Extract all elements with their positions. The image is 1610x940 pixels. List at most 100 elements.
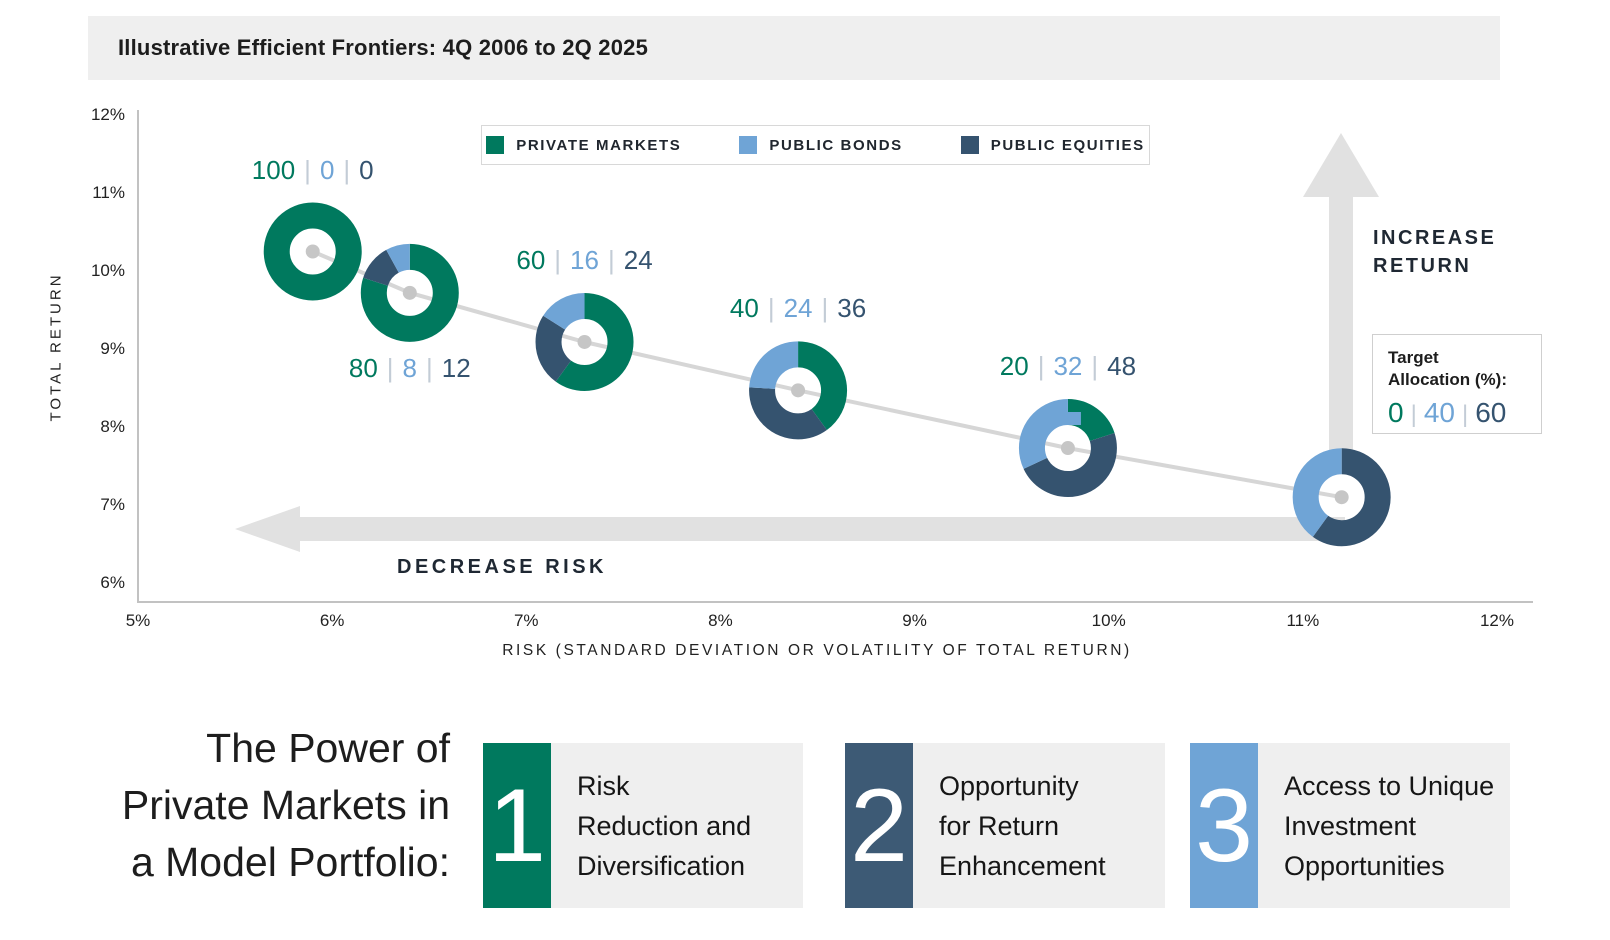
donut-segment [749, 341, 848, 440]
portfolio-donut-100-0-0 [263, 202, 362, 301]
legend-item-private-markets: PRIVATE MARKETS [486, 136, 681, 154]
benefit-card-2: 2 Opportunity for Return Enhancement [845, 743, 1165, 908]
card-text: Risk Reduction and Diversification [551, 743, 803, 908]
donut-segment [749, 341, 848, 440]
frontier-point-dot [402, 285, 417, 300]
donut-segment [535, 292, 634, 391]
frontier-point-dot [791, 383, 806, 398]
allocation-separator: | [1037, 351, 1045, 382]
donut-segment [1018, 399, 1117, 498]
portfolio-donut-80-8-12 [360, 243, 459, 342]
card-text-line: Diversification [577, 850, 746, 881]
card-text-line: Opportunities [1284, 850, 1445, 881]
target-allocation-box: Target Allocation (%): 0 | 40 | 60 [1372, 334, 1542, 434]
allocation-value: 100 [251, 154, 296, 185]
footer-heading-line: Private Markets in [121, 782, 450, 828]
portfolio-donut-40-24-36 [749, 341, 848, 440]
x-tick-label: 8% [708, 611, 733, 630]
target-allocation-label-line2: Allocation (%): [1388, 370, 1507, 389]
x-tick-label: 7% [513, 611, 539, 630]
allocation-label-40-24-36: 40 | 24 | 36 [730, 290, 866, 326]
donut-segment [535, 292, 634, 391]
y-tick-label: 12% [90, 105, 125, 124]
x-tick-label: 12% [1479, 611, 1514, 630]
allocation-value: 24 [623, 244, 653, 275]
donut-segment [263, 202, 362, 301]
x-axis-line [137, 601, 1533, 603]
target-allocation-label-line1: Target [1388, 348, 1439, 367]
chart-title: Illustrative Efficient Frontiers: 4Q 200… [118, 35, 649, 60]
frontier-point-dot [577, 334, 592, 349]
footer-heading: The Power of Private Markets in a Model … [0, 720, 450, 891]
allocation-label-20-32-48: 20 | 32 | 48 [1000, 348, 1136, 384]
y-tick-label: 7% [100, 495, 125, 514]
frontier-point-dot [1060, 441, 1075, 456]
benefit-card-3: 3 Access to Unique Investment Opportunities [1190, 743, 1510, 908]
card-text-line: Opportunity [939, 770, 1079, 801]
footer-heading-line: The Power of [206, 725, 450, 771]
portfolio-donut-60-16-24 [535, 292, 634, 391]
y-axis-line [137, 110, 139, 602]
donut-segment [1018, 399, 1117, 498]
allocation-value: 0 [359, 154, 374, 185]
allocation-label-100-0-0: 100 | 0 | 0 [252, 152, 374, 188]
target-allocation-separator: | [1461, 401, 1469, 428]
legend-swatch [739, 136, 758, 154]
y-tick-label: 9% [100, 339, 125, 358]
legend-label: PRIVATE MARKETS [516, 136, 682, 154]
allocation-value: 16 [570, 244, 599, 275]
allocation-value: 48 [1107, 351, 1137, 382]
y-tick-label: 11% [92, 183, 125, 202]
y-tick-label: 10% [90, 261, 125, 280]
card-text: Access to Unique Investment Opportunities [1258, 743, 1510, 908]
allocation-separator: | [1091, 351, 1099, 382]
allocation-value: 80 [348, 352, 378, 383]
benefit-card-1: 1 Risk Reduction and Diversification [483, 743, 803, 908]
allocation-separator: | [554, 244, 562, 275]
card-text-line: Access to Unique [1284, 770, 1495, 801]
allocation-value: 32 [1053, 351, 1083, 382]
legend-swatch [486, 136, 505, 154]
allocation-value: 20 [999, 351, 1029, 382]
allocation-value: 8 [402, 352, 418, 383]
allocation-separator: | [767, 293, 775, 324]
card-number: 2 [845, 743, 913, 908]
allocation-value: 12 [441, 352, 471, 383]
allocation-value: 40 [729, 293, 759, 324]
allocation-value: 60 [516, 244, 546, 275]
x-tick-label: 5% [125, 611, 151, 630]
portfolio-donut-0-40-60 [1292, 448, 1391, 547]
legend-swatch [960, 136, 979, 154]
card-text-line: for Return [939, 810, 1060, 841]
allocation-separator: | [821, 293, 829, 324]
allocation-separator: | [426, 352, 433, 383]
legend-label: PUBLIC BONDS [769, 136, 903, 154]
card-text-line: Investment [1284, 810, 1417, 841]
increase-return-label: INCREASE RETURN [1373, 227, 1497, 277]
legend: PRIVATE MARKETS PUBLIC BONDS PUBLIC EQUITI… [481, 125, 1150, 165]
allocation-separator: | [386, 352, 394, 383]
allocation-value: 24 [783, 293, 813, 324]
card-text: Opportunity for Return Enhancement [913, 743, 1165, 908]
allocation-label-60-16-24: 60 | 16 | 24 [516, 242, 652, 278]
donut-segment [1292, 448, 1391, 547]
card-text-line: Risk [577, 770, 630, 801]
card-text-line: Reduction and [577, 810, 752, 841]
allocation-value: 0 [319, 154, 335, 185]
allocation-value: 36 [837, 293, 867, 324]
chart-title-bar: Illustrative Efficient Frontiers: 4Q 200… [88, 16, 1500, 80]
legend-item-public-bonds: PUBLIC BONDS [739, 136, 902, 154]
x-axis-title: RISK (STANDARD DEVIATION OR VOLATILITY O… [502, 642, 1132, 659]
donut-segment [360, 243, 459, 342]
card-text-line: Enhancement [939, 850, 1106, 881]
target-allocation-value: 40 [1423, 397, 1455, 428]
x-tick-label: 9% [902, 611, 927, 630]
y-tick-label: 8% [100, 417, 125, 436]
increase-return-arrow [1303, 133, 1379, 450]
target-allocation-values: 0 | 40 | 60 [1388, 397, 1541, 431]
target-allocation-value: 60 [1475, 397, 1507, 428]
allocation-label-80-8-12: 80 | 8 | 12 [349, 350, 471, 386]
decrease-risk-arrow [235, 506, 1345, 552]
portfolio-donut-20-32-48 [1018, 399, 1117, 498]
